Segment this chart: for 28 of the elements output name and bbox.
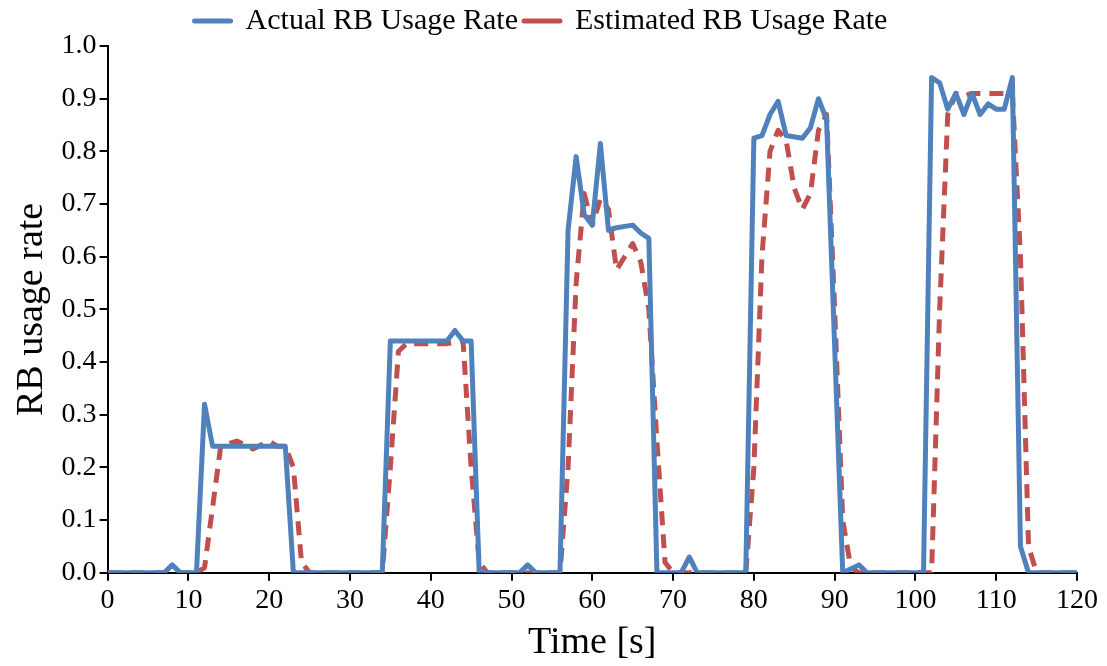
x-tick-label: 40 [416,582,445,614]
y-tick-label: 0.6 [61,239,97,271]
x-tick-label: 100 [894,582,937,614]
y-tick-label: 0.4 [61,344,97,376]
x-tick-label: 50 [497,582,526,614]
x-tick-label: 80 [739,582,768,614]
x-tick-label: 0 [100,582,115,614]
y-tick-label: 1.0 [61,28,97,60]
legend-label: Estimated RB Usage Rate [575,1,888,35]
y-tick-label: 0.0 [61,555,97,587]
x-tick-label: 10 [174,582,203,614]
y-tick-label: 0.3 [61,397,97,429]
x-tick-label: 90 [820,582,849,614]
y-tick-label: 0.9 [61,81,97,113]
x-tick-label: 110 [975,582,1017,614]
y-tick-label: 0.2 [61,449,97,481]
x-tick-label: 20 [255,582,284,614]
y-tick-label: 0.1 [61,502,97,534]
y-tick-label: 0.5 [61,291,97,323]
y-tick-label: 0.8 [61,133,97,165]
x-axis-title: Time [s] [528,619,657,662]
legend-label: Actual RB Usage Rate [245,1,518,35]
y-tick-label: 0.7 [61,186,97,218]
x-tick-label: 30 [335,582,364,614]
x-tick-label: 120 [1056,582,1098,614]
y-axis-title: RB usage rate [7,202,50,416]
x-tick-label: 70 [659,582,688,614]
x-tick-label: 60 [578,582,607,614]
